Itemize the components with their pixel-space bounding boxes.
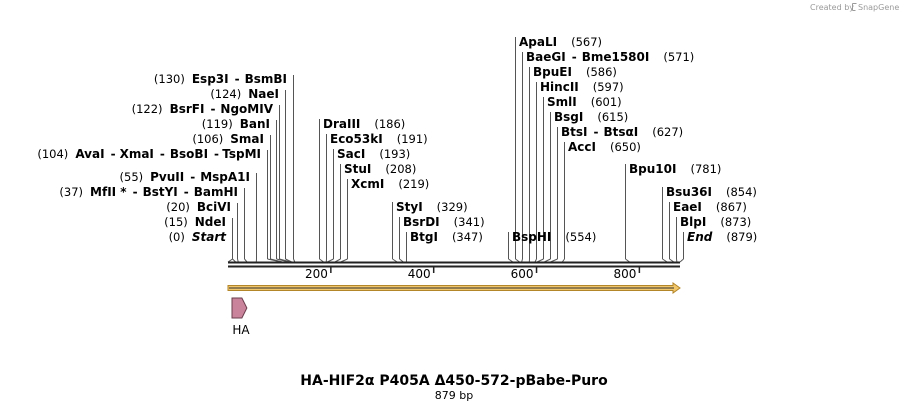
site-smli[interactable]: SmlI (601) [547,95,622,109]
credit-prefix: Created by [810,3,854,12]
position-ruler: 200 400 600 800 [305,266,641,281]
snapgene-credit: Created by SnapGene [810,3,899,12]
site-label-text: (104) AvaI - XmaI - BsoBI - TspMI [37,147,261,161]
site-bsu36i[interactable]: Bsu36I (854) [666,185,757,199]
site-label-text: BaeGI - Bme1580I (571) [526,50,694,64]
site-bsrdi[interactable]: BsrDI (341) [403,215,485,229]
site-label-text: BtgI (347) [410,230,483,244]
site-bani[interactable]: (119) BanI [202,117,270,131]
site-label-text: BlpI (873) [680,215,751,229]
ruler-tick-label: 400 [408,267,431,281]
site-hincii[interactable]: HincII (597) [540,80,624,94]
ruler-tick-label: 200 [305,267,328,281]
site-baegi-bme1580i[interactable]: BaeGI - Bme1580I (571) [526,50,694,64]
site-blpi[interactable]: BlpI (873) [680,215,751,229]
ruler-tick-label: 600 [511,267,534,281]
site-apali[interactable]: ApaLI (567) [519,35,602,49]
site-label-text: Bsu36I (854) [666,185,757,199]
site-draiii[interactable]: DraIII (186) [323,117,405,131]
site-end[interactable]: End (879) [687,230,757,244]
site-label-text: (0) Start [169,230,228,244]
site-label-text: BpuEI (586) [533,65,617,79]
site-label-text: (106) SmaI [192,132,264,146]
map-title: HA-HIF2α P405A Δ450-572-pBabe-Puro [300,373,608,389]
site-label-text: EaeI (867) [673,200,747,214]
site-label-text: ApaLI (567) [519,35,602,49]
site-label-text: DraIII (186) [323,117,405,131]
site-mfii-bstyi-bamhi[interactable]: (37) MfII * - BstYI - BamHI [59,185,238,199]
site-label-text: (20) BciVI [166,200,231,214]
site-label-text: BtsI - BtsαI (627) [561,125,683,139]
site-label-text: (124) NaeI [210,87,279,101]
site-label-text: StuI (208) [344,162,416,176]
site-labels: (0) Start(15) NdeI(20) BciVI(37) MfII * - BstY… [37,35,757,244]
site-label-text: AccI (650) [568,140,641,154]
site-btgi[interactable]: BtgI (347) [410,230,483,244]
site-label-text: (122) BsrFI - NgoMIV [132,102,274,116]
site-smai[interactable]: (106) SmaI [192,132,264,146]
site-label-text: BsrDI (341) [403,215,485,229]
site-label-text: SacI (193) [337,147,410,161]
site-naei[interactable]: (124) NaeI [210,87,279,101]
site-avai-xmai-bsobi-tspmi[interactable]: (104) AvaI - XmaI - BsoBI - TspMI [37,147,261,161]
site-label-text: HincII (597) [540,80,624,94]
site-pvuii-mspa1i[interactable]: (55) PvuII - MspA1I [120,170,250,184]
site-label-text: (119) BanI [202,117,270,131]
credit-brand: SnapGene [858,3,899,12]
feature-arrow [231,297,248,319]
site-styi[interactable]: StyI (329) [396,200,468,214]
site-label-text: SmlI (601) [547,95,622,109]
site-label-text: XcmI (219) [351,177,429,191]
site-start[interactable]: (0) Start [169,230,228,244]
site-esp3i-bsmbi[interactable]: (130) Esp3I - BsmBI [154,72,287,86]
site-label-text: (37) MfII * - BstYI - BamHI [59,185,238,199]
site-btsi-bts-i[interactable]: BtsI - BtsαI (627) [561,125,683,139]
site-bsrfi-ngomiv[interactable]: (122) BsrFI - NgoMIV [132,102,274,116]
site-label-text: BsgI (615) [554,110,628,124]
site-ndei[interactable]: (15) NdeI [164,215,226,229]
site-label-text: BspHI (554) [512,230,596,244]
feature-track: HA [231,297,250,337]
site-bpu10i[interactable]: Bpu10I (781) [629,162,721,176]
site-label-text: Bpu10I (781) [629,162,721,176]
site-eco53ki[interactable]: Eco53kI (191) [330,132,428,146]
site-stui[interactable]: StuI (208) [344,162,416,176]
site-label-text: End (879) [687,230,757,244]
site-eaei[interactable]: EaeI (867) [673,200,747,214]
site-xcmi[interactable]: XcmI (219) [351,177,429,191]
site-label-text: StyI (329) [396,200,468,214]
site-bsgi[interactable]: BsgI (615) [554,110,628,124]
site-label-text: Eco53kI (191) [330,132,428,146]
feature-label: HA [232,323,250,337]
site-label-text: (55) PvuII - MspA1I [120,170,250,184]
site-acci[interactable]: AccI (650) [568,140,641,154]
sequence-backbone [228,261,680,268]
site-label-text: (130) Esp3I - BsmBI [154,72,287,86]
site-label-text: (15) NdeI [164,215,226,229]
feature-ha[interactable]: HA [231,297,250,337]
site-leader-joint [679,258,684,263]
map-length: 879 bp [435,389,473,402]
site-bsphi[interactable]: BspHI (554) [512,230,596,244]
site-bcivi[interactable]: (20) BciVI [166,200,231,214]
site-saci[interactable]: SacI (193) [337,147,410,161]
ruler-tick-label: 800 [613,267,636,281]
site-bpuei[interactable]: BpuEI (586) [533,65,617,79]
snapgene-logo-icon [852,3,857,11]
orf-arrow [227,282,681,294]
